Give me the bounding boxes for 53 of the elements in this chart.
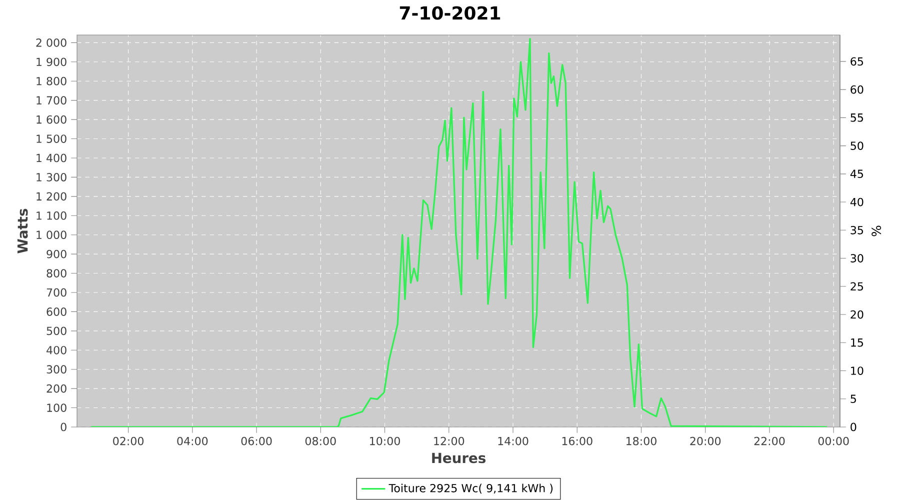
y2-tick-label: 35 [850, 226, 864, 234]
x-tick-label: 18:00 [626, 436, 656, 446]
y-tick-label: 1 600 [36, 115, 66, 124]
y2-tick-label: 20 [850, 310, 864, 319]
y-tick-label: 1 000 [36, 230, 66, 240]
y-axis-title: Watts [17, 208, 28, 254]
y-tick-label: 200 [46, 384, 66, 393]
x-tick-label: 04:00 [177, 436, 208, 446]
y-tick-label: 700 [46, 288, 66, 297]
y-tick-label: 1 300 [36, 173, 66, 182]
y-tick-label: 900 [46, 250, 66, 258]
y-tick-label: 800 [46, 269, 66, 278]
y2-tick-label: 0 [850, 422, 856, 432]
y-tick-label: 1 500 [36, 134, 66, 143]
y2-tick-label: 30 [850, 254, 864, 262]
y-tick-label: 400 [46, 346, 66, 354]
y2-tick-label: 50 [850, 142, 864, 150]
y2-tick-label: 65 [850, 57, 864, 66]
x-axis-title: Heures [432, 452, 486, 464]
x-tick-label: 22:00 [754, 436, 785, 446]
y2-tick-label: 5 [850, 394, 856, 403]
y-tick-label: 1 800 [36, 76, 66, 86]
y-tick-label: 1 100 [36, 211, 66, 220]
x-tick-label: 20:00 [690, 436, 721, 446]
x-tick-label: 16:00 [562, 436, 592, 446]
x-tick-label: 00:00 [818, 436, 849, 446]
y-tick-label: 500 [46, 326, 66, 336]
y-tick-label: 0 [60, 422, 66, 432]
y2-axis-title: % [872, 226, 882, 236]
y2-tick-label: 15 [851, 338, 864, 347]
x-tick-label: 14:00 [498, 436, 528, 446]
y-tick-label: 1 200 [36, 192, 66, 201]
y2-tick-label: 55 [850, 114, 864, 122]
x-tick-label: 06:00 [241, 436, 272, 446]
y2-tick-label: 25 [850, 282, 864, 291]
line-series [90, 38, 828, 427]
y-tick-label: 300 [46, 365, 66, 374]
y-tick-label: 100 [47, 404, 66, 412]
x-tick-label: 12:00 [434, 436, 464, 446]
y-tick-label: 1 700 [36, 96, 66, 105]
x-tick-label: 02:00 [113, 436, 144, 446]
y2-tick-label: 10 [851, 366, 864, 375]
y-tick-label: 1 400 [36, 154, 66, 162]
y2-tick-label: 45 [850, 170, 864, 178]
y2-tick-label: 40 [850, 198, 864, 206]
chart-title: 7-10-2021 [400, 6, 500, 20]
legend-label: Toiture 2925 Wc( 9,141 kWh ) [388, 484, 553, 494]
y-tick-label: 1 900 [36, 58, 66, 66]
y-tick-label: 600 [46, 308, 66, 316]
x-tick-label: 08:00 [305, 436, 336, 446]
y-tick-label: 2 000 [36, 38, 66, 47]
x-tick-label: 10:00 [370, 436, 400, 446]
y2-tick-label: 60 [850, 85, 864, 94]
